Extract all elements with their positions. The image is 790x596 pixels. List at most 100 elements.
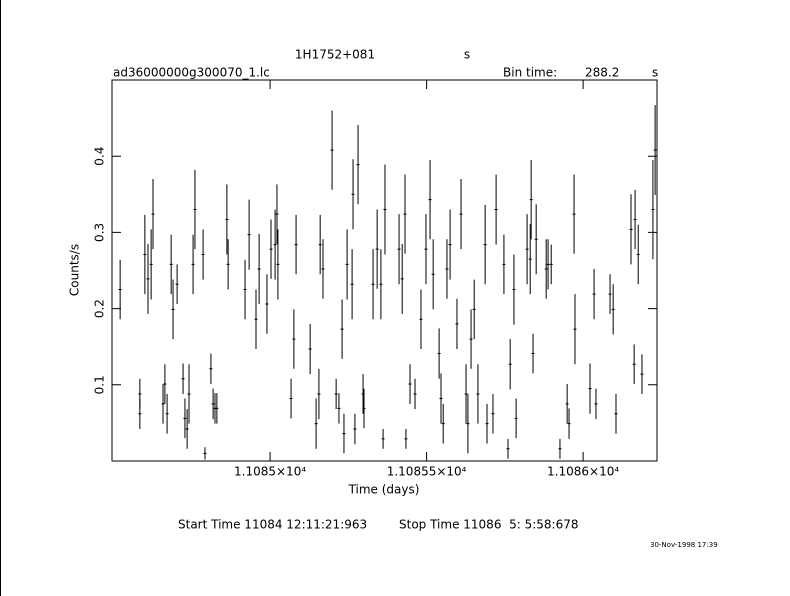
data-point bbox=[633, 189, 637, 250]
data-point bbox=[558, 438, 562, 459]
data-point bbox=[353, 413, 357, 445]
data-point bbox=[356, 124, 360, 205]
data-point bbox=[508, 339, 512, 390]
data-point bbox=[151, 179, 155, 250]
data-point bbox=[257, 233, 261, 305]
data-point bbox=[289, 378, 293, 419]
data-point bbox=[185, 409, 189, 449]
x-axis-label: Time (days) bbox=[348, 483, 420, 497]
data-point bbox=[525, 214, 529, 285]
data-point bbox=[265, 274, 269, 334]
data-point bbox=[215, 393, 219, 424]
data-point bbox=[632, 344, 636, 385]
data-point bbox=[351, 159, 355, 230]
data-point bbox=[161, 384, 165, 424]
data-point bbox=[404, 428, 408, 449]
data-point bbox=[614, 393, 618, 434]
data-point bbox=[383, 164, 387, 255]
data-point bbox=[350, 249, 354, 320]
data-point bbox=[502, 234, 506, 295]
data-point bbox=[565, 384, 569, 424]
data-point bbox=[243, 259, 247, 320]
data-point bbox=[143, 214, 147, 295]
data-point bbox=[544, 239, 548, 299]
data-point bbox=[483, 204, 487, 285]
data-point bbox=[118, 259, 122, 320]
stop-time: Stop Time 11086 5: 5:58:678 bbox=[399, 518, 578, 532]
data-point bbox=[149, 229, 153, 300]
data-point bbox=[201, 229, 205, 280]
data-point bbox=[345, 229, 349, 300]
y-tick-label: 0.1 bbox=[93, 375, 107, 394]
data-point bbox=[183, 398, 187, 439]
data-point bbox=[321, 239, 325, 299]
date-stamp: 30-Nov-1998 17:39 bbox=[650, 541, 718, 549]
data-point bbox=[337, 393, 341, 424]
data-point bbox=[546, 239, 550, 290]
data-point bbox=[371, 249, 375, 320]
data-point bbox=[636, 224, 640, 285]
data-point bbox=[455, 298, 459, 349]
data-point bbox=[254, 289, 258, 349]
data-point bbox=[340, 299, 344, 359]
data-point bbox=[314, 398, 318, 449]
data-point bbox=[294, 214, 298, 275]
data-point bbox=[342, 413, 346, 454]
plot-frame bbox=[111, 79, 658, 462]
data-point bbox=[275, 184, 279, 244]
start-time: Start Time 11084 12:11:21:963 bbox=[178, 518, 367, 532]
data-point bbox=[163, 364, 167, 404]
data-point bbox=[193, 169, 197, 250]
data-point bbox=[594, 388, 598, 420]
data-point bbox=[408, 364, 412, 404]
data-point bbox=[534, 204, 538, 275]
data-point bbox=[611, 284, 615, 335]
data-point bbox=[165, 393, 169, 434]
data-point bbox=[494, 174, 498, 245]
data-point bbox=[567, 408, 571, 439]
data-point bbox=[203, 447, 207, 460]
data-point bbox=[175, 264, 179, 305]
bin-time-unit: s bbox=[652, 66, 658, 80]
data-point bbox=[466, 393, 470, 454]
data-point bbox=[292, 309, 296, 369]
data-point bbox=[653, 105, 657, 196]
data-point bbox=[549, 244, 553, 285]
data-point bbox=[512, 254, 516, 325]
data-point bbox=[225, 184, 229, 255]
y-tick-label: 0.3 bbox=[93, 223, 107, 242]
data-point bbox=[472, 279, 476, 340]
data-point bbox=[191, 234, 195, 295]
y-axis-label: Counts/s bbox=[68, 244, 82, 296]
data-point bbox=[459, 179, 463, 250]
data-point bbox=[464, 364, 468, 424]
data-point bbox=[269, 219, 273, 279]
data-point bbox=[439, 373, 443, 424]
data-point bbox=[531, 333, 535, 374]
data-point bbox=[424, 214, 428, 285]
data-point bbox=[211, 388, 215, 420]
data-point bbox=[437, 328, 441, 379]
data-point bbox=[476, 364, 480, 424]
data-point bbox=[529, 160, 533, 240]
data-point bbox=[514, 398, 518, 439]
x-tick-label: 1.10855×10⁴ bbox=[387, 465, 467, 479]
title-unit: s bbox=[464, 48, 470, 62]
data-point bbox=[397, 214, 401, 285]
y-tick-label: 0.2 bbox=[93, 299, 107, 318]
data-point bbox=[276, 229, 280, 300]
data-point bbox=[403, 174, 407, 254]
data-point bbox=[317, 368, 321, 420]
x-tick-label: 1.1086×10⁴ bbox=[547, 465, 619, 479]
data-point bbox=[247, 199, 251, 270]
data-point bbox=[651, 160, 655, 260]
data-point bbox=[400, 243, 404, 314]
chart-subtitle: ad36000000g300070_1.lc bbox=[113, 66, 270, 80]
data-point bbox=[485, 403, 489, 444]
data-point bbox=[308, 323, 312, 375]
data-point bbox=[419, 289, 423, 349]
bin-time: 288.2 bbox=[585, 66, 619, 80]
data-point bbox=[209, 353, 213, 385]
x-tick-label: 1.1085×10⁴ bbox=[234, 465, 306, 479]
data-point bbox=[138, 398, 142, 429]
